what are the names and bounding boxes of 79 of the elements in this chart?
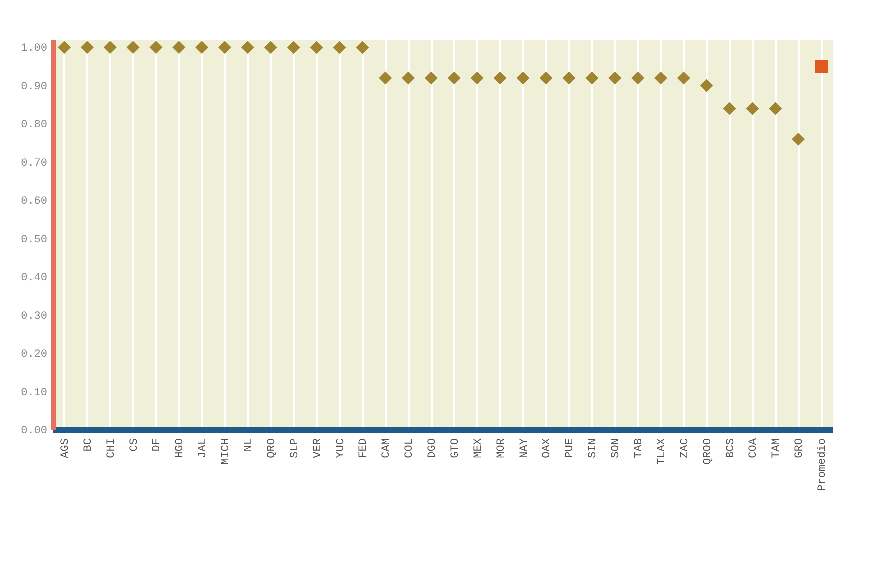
y-tick-label: 0.00	[21, 426, 48, 438]
point	[104, 41, 117, 54]
point	[815, 60, 828, 74]
point	[264, 41, 278, 54]
x-tick-label: QROO	[702, 438, 714, 465]
point	[402, 72, 416, 85]
x-tick-label: NL	[244, 438, 256, 452]
x-tick-label: SIN	[588, 438, 600, 458]
point	[746, 102, 760, 116]
x-tick-label: YUC	[335, 438, 348, 458]
y-tick-label: 0.70	[21, 158, 48, 170]
x-tick-label: CAM	[381, 438, 394, 458]
point	[150, 41, 163, 54]
x-tick-label: FED	[358, 438, 370, 458]
point	[448, 72, 461, 85]
point	[126, 41, 140, 54]
point	[654, 72, 668, 85]
point	[172, 41, 186, 54]
point	[677, 72, 690, 85]
y-tick-label: 1.00	[21, 43, 48, 56]
point	[196, 41, 209, 54]
point	[769, 102, 782, 116]
point	[241, 41, 255, 54]
x-tick-label: MOR	[496, 438, 508, 458]
point	[310, 41, 324, 54]
point	[494, 72, 507, 85]
x-tick-label: BCS	[725, 438, 738, 458]
point	[333, 41, 346, 54]
point	[470, 72, 484, 85]
point	[792, 132, 806, 146]
y-tick-label: 0.90	[21, 81, 48, 94]
x-tick-label: BC	[82, 438, 95, 452]
x-tick-label: OAX	[542, 438, 554, 458]
x-tick-label: MEX	[472, 438, 485, 458]
y-tick-label: 0.40	[21, 272, 48, 285]
point	[287, 41, 300, 54]
x-tick-label: COA	[748, 438, 760, 458]
x-tick-label: CS	[128, 438, 141, 452]
x-tick-label: Promedio	[817, 438, 830, 492]
point	[586, 72, 599, 85]
y-tick-label: 0.50	[21, 234, 48, 246]
point	[608, 72, 622, 85]
y-tick-label: 0.60	[21, 196, 48, 208]
x-tick-label: CHI	[106, 438, 118, 458]
x-tick-label: ZAC	[679, 438, 692, 458]
point	[540, 72, 553, 85]
x-tick-label: DGO	[427, 438, 440, 458]
x-tick-label: TAM	[771, 438, 784, 458]
x-tick-label: TLAX	[656, 438, 668, 465]
x-tick-label: MICH	[220, 438, 233, 465]
x-tick-label: SLP	[289, 438, 302, 458]
x-tick-label: COL	[404, 438, 416, 458]
point	[700, 79, 714, 92]
y-tick-label: 0.80	[21, 120, 48, 132]
y-tick-label: 0.10	[21, 387, 48, 400]
x-tick-label: JAL	[198, 438, 210, 458]
point	[58, 41, 71, 54]
x-tick-label: QRO	[266, 438, 278, 458]
x-tick-label: VER	[312, 438, 324, 458]
x-tick-label: HGO	[174, 438, 187, 458]
point	[356, 41, 370, 54]
point	[218, 41, 232, 54]
point	[425, 72, 438, 85]
x-tick-label: NAY	[518, 438, 531, 458]
point	[631, 72, 645, 85]
point	[723, 102, 736, 116]
x-tick-label: GTO	[450, 438, 462, 458]
y-tick-label: 0.20	[21, 349, 48, 362]
point	[80, 41, 94, 54]
point	[562, 72, 576, 85]
x-tick-label: AGS	[60, 438, 72, 458]
x-tick-label: GRO	[794, 438, 806, 458]
x-tick-label: PUE	[564, 438, 577, 458]
x-tick-label: DF	[152, 438, 164, 452]
y-tick-label: 0.30	[21, 310, 48, 323]
x-tick-label: SON	[610, 438, 623, 458]
point	[379, 72, 392, 85]
point	[516, 72, 530, 85]
x-tick-label: TAB	[634, 438, 646, 458]
